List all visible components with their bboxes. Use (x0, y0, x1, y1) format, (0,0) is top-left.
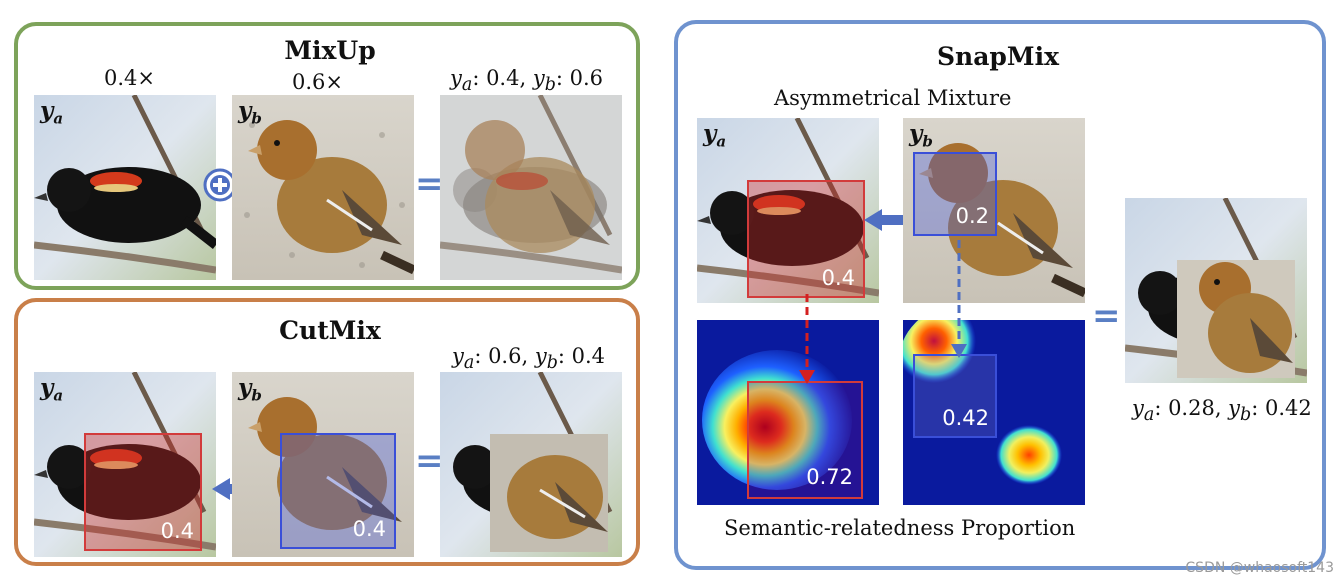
heatmap-b-box: 0.42 (913, 354, 997, 438)
red-winged-blackbird-image (34, 95, 216, 280)
snapmix-blue-box: 0.2 (913, 152, 997, 236)
cutmix-red-box: 0.4 (84, 433, 202, 551)
snapmix-heatmap-b: 0.42 (903, 320, 1085, 505)
finch-image (232, 372, 414, 557)
label-ya: ya (40, 374, 64, 405)
snapmix-box-b-value: 0.2 (955, 204, 989, 228)
label-ya: ya (703, 120, 727, 151)
heatmap-a-value: 0.72 (806, 465, 853, 489)
cutmix-blended-image (440, 372, 622, 557)
label-yb: yb (909, 120, 933, 151)
snapmix-subtitle: Asymmetrical Mixture (774, 86, 1012, 110)
label-yb: yb (238, 97, 262, 128)
snapmix-image-a: ya 0.4 (697, 118, 879, 303)
red-dashed-arrow (799, 294, 815, 384)
label-ya: ya (40, 97, 64, 128)
mixup-result-label: ya: 0.4, yb: 0.6 (450, 66, 604, 96)
snapmix-image-b: yb 0.2 (903, 118, 1085, 303)
heatmap-b-image (903, 320, 1085, 505)
finch-image (903, 118, 1085, 303)
snapmix-heatmap-a: 0.72 (697, 320, 879, 505)
snapmix-red-box: 0.4 (747, 180, 865, 298)
watermark: CSDN @whaosoft143 (1185, 560, 1334, 576)
red-winged-blackbird-image (34, 372, 216, 557)
snapmix-equals-sign: = (1092, 296, 1121, 336)
cutmix-image-a: ya 0.4 (34, 372, 216, 557)
arrow-left-icon (864, 209, 914, 231)
mixup-title: MixUp (284, 36, 376, 65)
red-winged-blackbird-image (697, 118, 879, 303)
mixup-image-a: ya (34, 95, 216, 280)
mixup-result-image (440, 95, 622, 280)
cutmix-title: CutMix (279, 316, 381, 345)
label-yb: yb (238, 374, 262, 405)
cutmix-result-label: ya: 0.6, yb: 0.4 (452, 344, 606, 374)
heatmap-a-image (697, 320, 879, 505)
mixup-image-b: yb (232, 95, 414, 280)
blended-birds-image (440, 95, 622, 280)
cutmix-blue-box: 0.4 (280, 433, 396, 549)
blue-dashed-arrow (951, 240, 967, 358)
cutmix-box-b-value: 0.4 (352, 517, 386, 541)
cutmix-box-a-value: 0.4 (160, 519, 194, 543)
mixup-coef-b: 0.6× (292, 70, 343, 94)
snapmix-blended-image (1125, 198, 1307, 383)
cutmix-result-image (440, 372, 622, 557)
cutmix-image-b: yb 0.4 (232, 372, 414, 557)
mixup-coef-a: 0.4× (104, 66, 155, 90)
heatmap-b-value: 0.42 (942, 406, 989, 430)
snapmix-box-a-value: 0.4 (821, 266, 855, 290)
finch-image (232, 95, 414, 280)
snapmix-title: SnapMix (937, 42, 1059, 71)
mixup-equals-sign: = (415, 164, 444, 204)
snapmix-result-image (1125, 198, 1307, 383)
snapmix-caption: Semantic-relatedness Proportion (724, 516, 1076, 540)
heatmap-a-box: 0.72 (747, 381, 863, 499)
snapmix-result-label: ya: 0.28, yb: 0.42 (1132, 396, 1312, 426)
cutmix-equals-sign: = (415, 441, 444, 481)
